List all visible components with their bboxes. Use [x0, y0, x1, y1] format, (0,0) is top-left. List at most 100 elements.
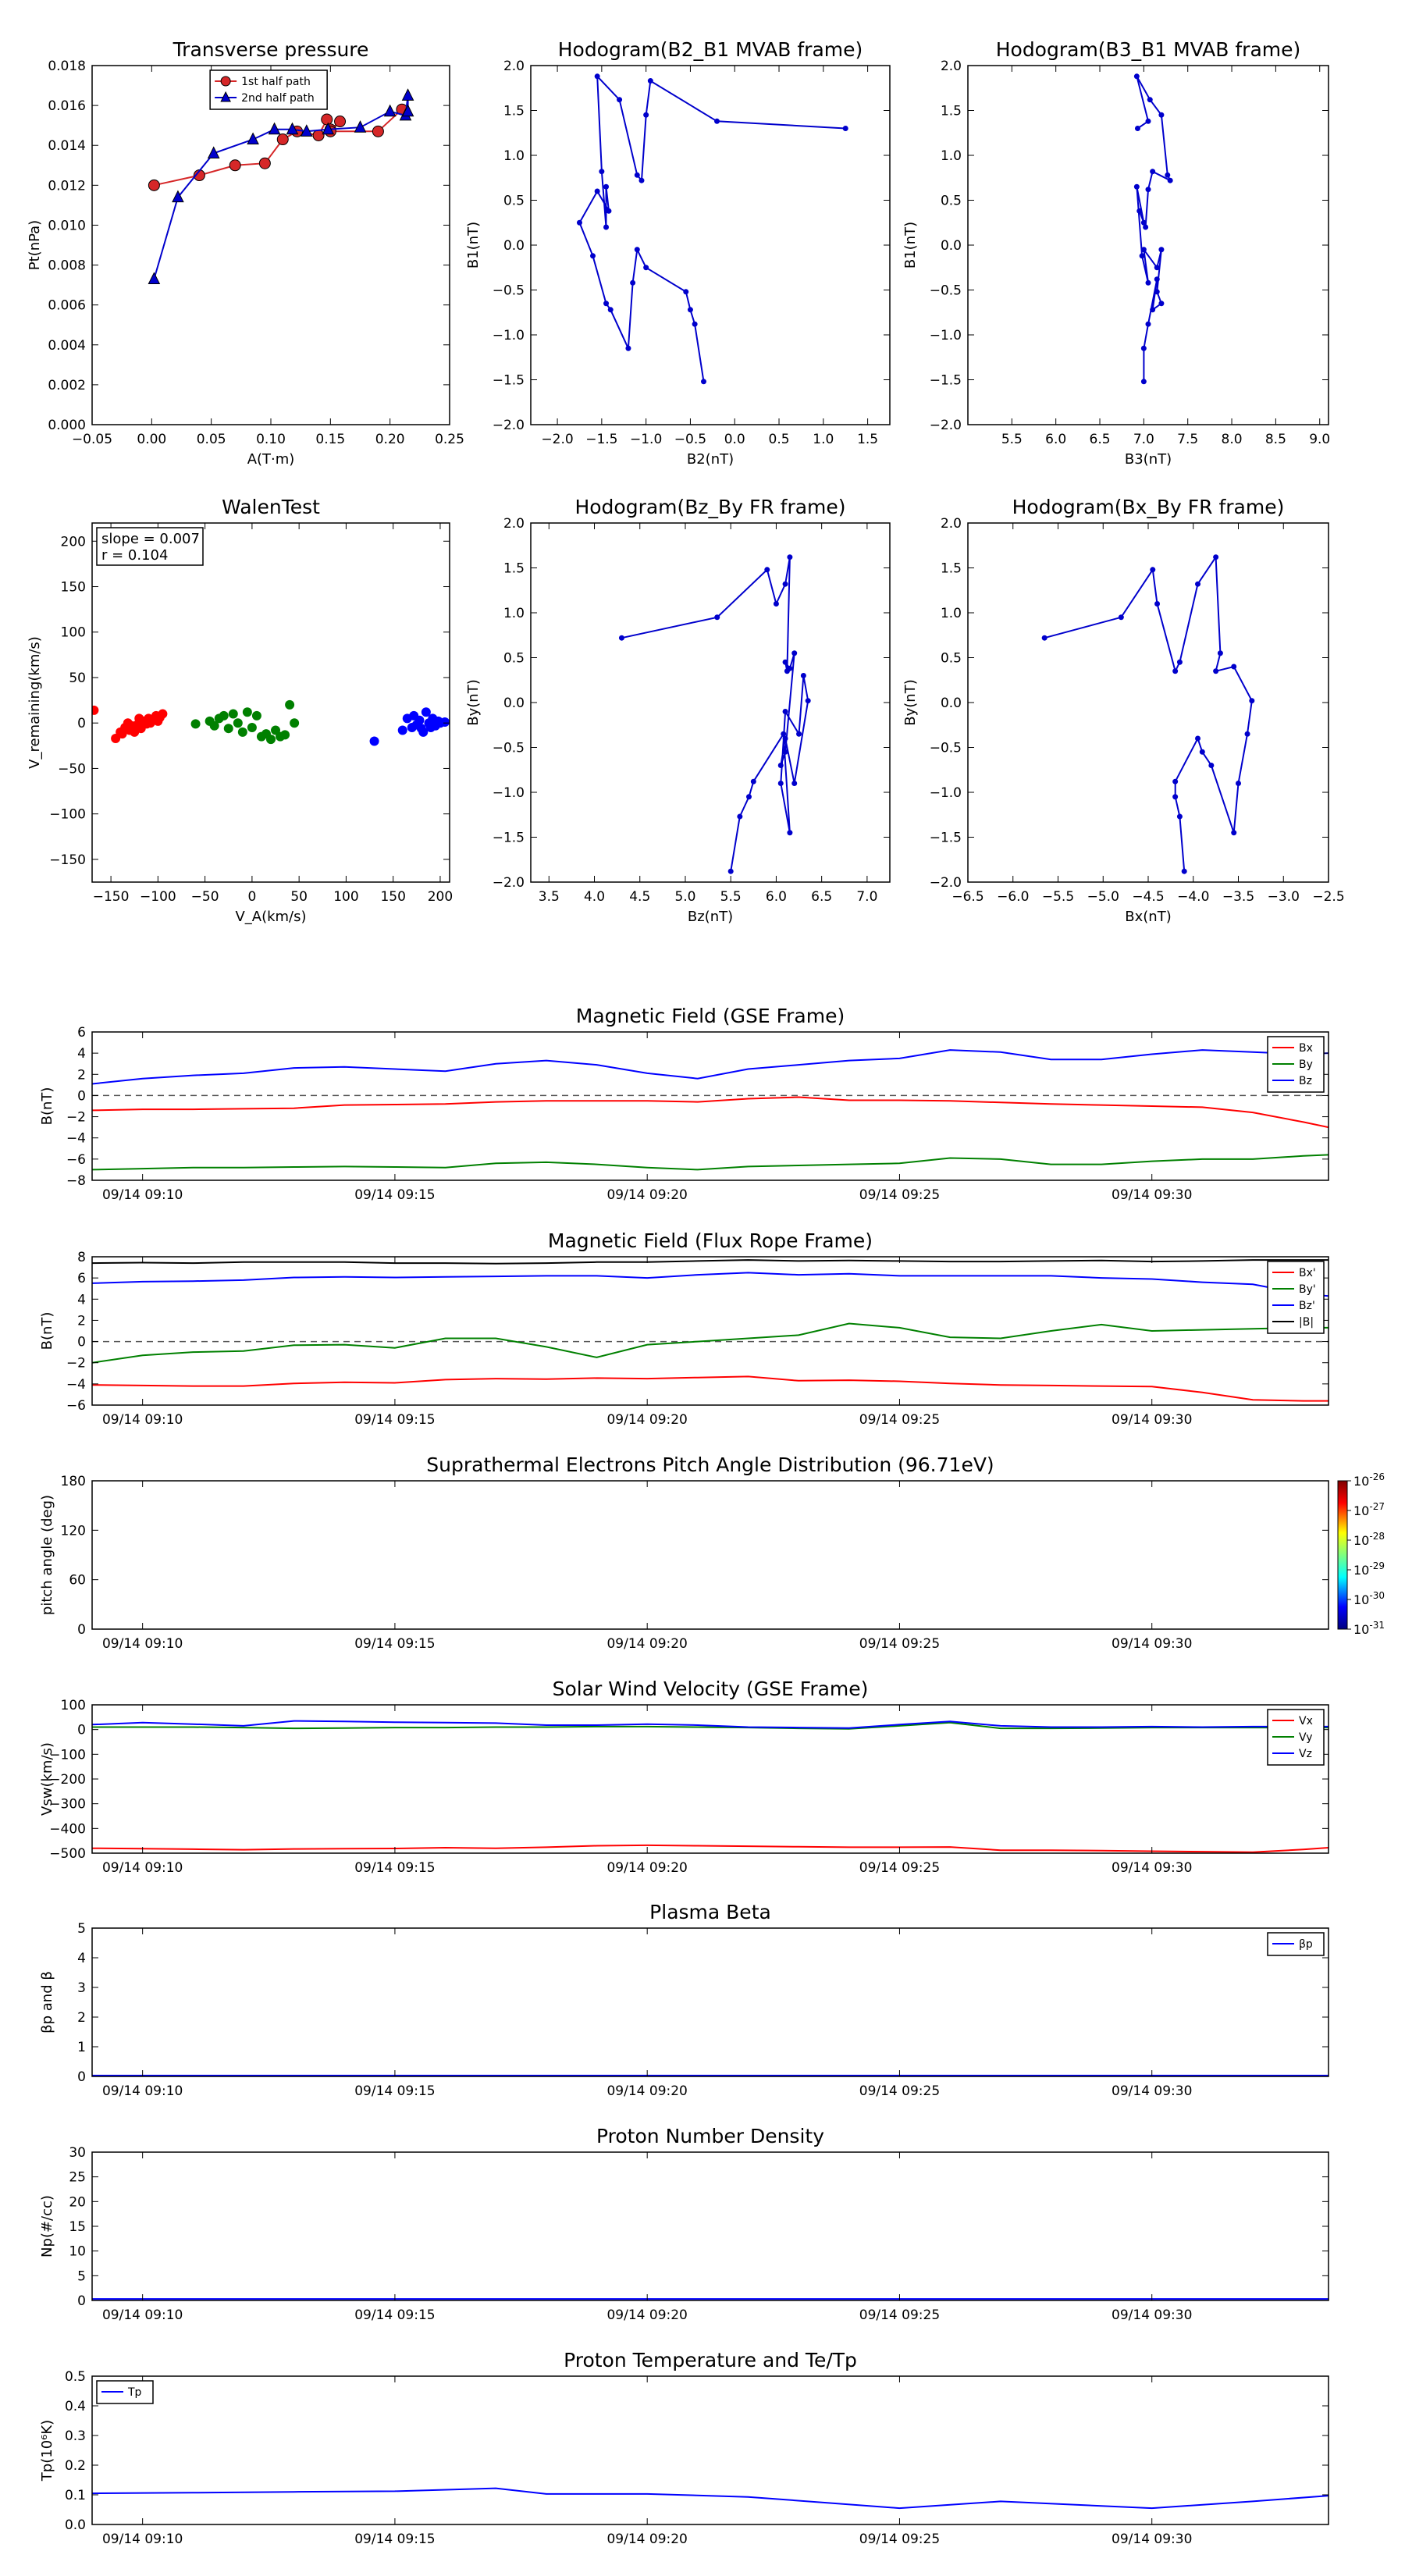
x-tick-label: 7.0 — [1133, 432, 1154, 447]
data-point — [607, 307, 614, 313]
x-tick-label: 09/14 09:15 — [354, 1636, 435, 1652]
legend-label: βp — [1299, 1938, 1313, 1951]
y-tick-label: −4 — [66, 1377, 86, 1393]
y-tick-label: 1.0 — [941, 148, 962, 164]
data-point — [782, 749, 788, 755]
legend-label: Bx — [1299, 1042, 1313, 1055]
data-point — [787, 830, 793, 836]
plot-area — [576, 73, 848, 385]
magnetic-field-gse-chart: Magnetic Field (GSE Frame) 09/14 09:10 09/… — [39, 1005, 1329, 1203]
y-tick-label: 1.5 — [503, 104, 525, 119]
data-point — [737, 813, 743, 820]
data-point — [700, 379, 706, 385]
series-line-1st-half-path — [154, 109, 403, 187]
x-tick-label: 09/14 09:10 — [102, 1636, 183, 1652]
y-tick-label: 0 — [77, 1088, 86, 1104]
x-tick-label: 09/14 09:20 — [606, 2307, 687, 2323]
data-point — [233, 718, 243, 728]
y-tick-label: 0.5 — [941, 651, 962, 667]
y-tick-label: 0.4 — [65, 2399, 86, 2414]
legend-box — [1267, 1932, 1325, 1956]
plot-frame — [530, 65, 891, 425]
series-line--b- — [92, 1259, 1329, 1265]
colorbar-exponent: -26 — [1369, 1471, 1385, 1482]
data-point — [1145, 187, 1151, 193]
y-axis-label: Vsw(km/s) — [39, 1742, 55, 1816]
data-point — [625, 345, 631, 351]
legend-label: Vy — [1299, 1731, 1313, 1744]
y-tick-label: −2.0 — [493, 875, 525, 891]
data-point — [1172, 794, 1179, 800]
legend-box — [209, 69, 328, 110]
plot-frame — [91, 1256, 1329, 1406]
data-point — [692, 321, 698, 327]
x-axis-label: Bx(nT) — [1125, 909, 1171, 925]
legend-label: |B| — [1299, 1316, 1314, 1329]
plot-area — [1041, 554, 1255, 874]
y-tick-label: 0.018 — [48, 59, 86, 74]
data-point — [1145, 279, 1151, 286]
hodogram-b3-b1-chart: Hodogram(B3_B1 MVAB frame) 5.5 6.0 6.5 7.0 7.… — [902, 38, 1330, 468]
data-point — [683, 289, 689, 295]
x-tick-label: −3.0 — [1268, 889, 1300, 905]
x-tick-label: 09/14 09:20 — [606, 1187, 687, 1203]
x-tick-label: 09/14 09:15 — [354, 2532, 435, 2547]
data-point — [1150, 307, 1156, 313]
series-line-by — [92, 1154, 1329, 1171]
x-tick-label: 0.05 — [197, 432, 226, 447]
y-tick-label: 0.000 — [48, 418, 86, 433]
y-tick-label: −1.0 — [930, 785, 962, 801]
data-point — [1140, 345, 1147, 351]
y-tick-label: 0.010 — [48, 218, 86, 233]
y-tick-label: −4 — [66, 1131, 86, 1147]
data-point — [209, 720, 219, 731]
x-tick-label: 09/14 09:30 — [1112, 1860, 1192, 1876]
series-line-series-0 — [1044, 554, 1253, 872]
data-point — [643, 265, 649, 271]
data-point — [1176, 659, 1183, 665]
data-point — [92, 705, 99, 715]
colorbar-tick-label: 10-30 — [1353, 1590, 1385, 1607]
y-tick-label: −100 — [49, 807, 86, 823]
y-tick-label: 0.0 — [65, 2517, 86, 2533]
data-point — [599, 169, 605, 175]
data-point — [1195, 581, 1201, 587]
x-tick-label: −4.0 — [1177, 889, 1209, 905]
data-point — [647, 78, 653, 84]
y-tick-label: 1.5 — [503, 561, 525, 577]
data-point — [782, 659, 788, 665]
data-point — [1154, 276, 1160, 283]
data-point — [190, 719, 201, 729]
y-tick-label: 2 — [77, 1313, 86, 1329]
y-tick-label: 0.3 — [65, 2428, 86, 2444]
x-tick-label: 9.0 — [1309, 432, 1330, 447]
data-point — [354, 120, 367, 133]
data-point — [590, 253, 596, 259]
y-tick-label: 100 — [61, 1698, 86, 1713]
x-tick-label: 0.15 — [315, 432, 345, 447]
chart-title: Proton Number Density — [596, 2125, 824, 2147]
x-axis-label: B2(nT) — [687, 451, 734, 468]
x-tick-label: −1.0 — [630, 432, 662, 447]
colorbar-base: 10 — [1353, 1563, 1369, 1578]
suprathermal-pad-chart: Suprathermal Electrons Pitch Angle Distr… — [39, 1453, 1385, 1652]
y-tick-label: 5 — [77, 1921, 86, 1937]
y-axis-label: Np(#/cc) — [39, 2195, 55, 2258]
y-tick-label: 0 — [77, 1622, 86, 1638]
y-axis-label: By(nT) — [902, 679, 919, 725]
plot-frame — [91, 1031, 1329, 1181]
x-tick-label: 09/14 09:25 — [859, 1636, 940, 1652]
x-tick-label: 6.5 — [811, 889, 832, 905]
data-point — [1249, 698, 1255, 704]
legend-label: Bx' — [1299, 1267, 1316, 1279]
walen-test-chart: WalenTest −150 −100 −50 0 50 100 150 200 −150 −100… — [27, 496, 453, 925]
data-point — [312, 129, 325, 141]
y-tick-label: 60 — [69, 1573, 86, 1589]
y-tick-label: 1 — [77, 2040, 86, 2055]
x-tick-label: −5.0 — [1087, 889, 1119, 905]
data-point — [782, 581, 788, 587]
data-point — [1231, 830, 1237, 836]
x-tick-label: 09/14 09:30 — [1112, 2532, 1192, 2547]
data-point — [1158, 247, 1165, 253]
x-axis-label: Bz(nT) — [688, 909, 733, 925]
